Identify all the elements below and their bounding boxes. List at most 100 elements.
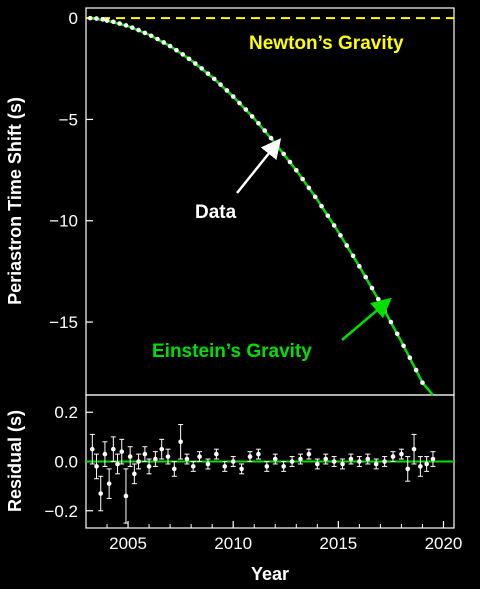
residual-point [390, 454, 396, 459]
residual-point [340, 461, 345, 467]
data-point [350, 253, 356, 259]
residual-point [357, 459, 362, 464]
data-point [357, 264, 362, 269]
data-point [293, 167, 299, 173]
residual-point [289, 459, 295, 464]
top-y-ticks: 0 −5 −10 −15 [49, 9, 93, 332]
data-point [230, 94, 236, 99]
residual-point [205, 461, 211, 467]
data-point [205, 71, 211, 76]
data-point [306, 185, 312, 191]
data-point [161, 40, 167, 45]
einstein-gravity-curve [90, 16, 434, 396]
data-point [375, 296, 381, 302]
data-point [262, 128, 268, 133]
y-tick-label: 0 [69, 9, 78, 28]
data-point [363, 274, 368, 280]
residual-point [331, 459, 337, 464]
data-point [420, 380, 425, 385]
data-point [111, 19, 116, 25]
data-point [199, 66, 204, 71]
data-point [319, 203, 324, 209]
data-point [344, 243, 350, 248]
residual-point [247, 454, 253, 459]
residual-point [94, 464, 99, 469]
y-tick-label: 0.0 [54, 453, 78, 472]
data-point [369, 285, 375, 291]
residual-point [306, 451, 312, 457]
data-point [100, 17, 106, 22]
data-point [281, 151, 286, 157]
data-point [331, 223, 337, 228]
y-tick-label: −0.2 [44, 502, 78, 521]
residual-point [418, 464, 423, 469]
data-point [382, 308, 387, 313]
top-y-axis-title: Periastron Time Shift (s) [5, 97, 25, 305]
residual-point [111, 446, 116, 452]
bottom-ticks: 0.2 0.0 −0.2 2005 2010 2015 2020 [44, 403, 462, 553]
x-tick-label: 2010 [214, 534, 252, 553]
data-point [287, 159, 293, 165]
residual-point [365, 456, 371, 462]
residual-point [256, 451, 261, 457]
residual-point [159, 446, 165, 452]
x-tick-label: 2005 [109, 534, 147, 553]
einstein-label: Einstein’s Gravity [152, 341, 312, 362]
residual-point [405, 466, 411, 472]
x-axis-title: Year [251, 564, 289, 584]
residual-point [119, 449, 125, 454]
data-point [142, 30, 148, 36]
residual-point [272, 456, 278, 462]
residual-point [165, 454, 171, 459]
residual-point [136, 459, 141, 464]
residual-point [298, 456, 303, 462]
data-point [148, 33, 154, 39]
y-tick-label: −5 [59, 110, 78, 129]
residual-point [348, 456, 354, 462]
y-tick-label: 0.2 [54, 403, 78, 422]
data-point [401, 343, 406, 349]
residual-point [239, 466, 244, 472]
newton-label: Newton’s Gravity [249, 33, 404, 54]
residual-point [399, 451, 404, 457]
data-point [174, 47, 179, 53]
residual-point [153, 456, 158, 462]
data-point [394, 331, 400, 337]
data-point [123, 23, 129, 28]
data-point [104, 18, 110, 23]
data-point [312, 194, 318, 200]
data-point [117, 21, 122, 26]
residual-point [197, 454, 202, 459]
residual-point [323, 456, 329, 462]
x-tick-label: 2020 [425, 534, 463, 553]
residual-point [264, 464, 270, 469]
data-point [94, 16, 99, 21]
residual-point [222, 464, 228, 469]
data-point [136, 27, 141, 33]
data-point [407, 355, 413, 361]
data-point [388, 319, 394, 325]
data-label: Data [195, 202, 237, 223]
data-point [211, 76, 217, 82]
x-tick-label: 2015 [319, 534, 357, 553]
data-point [237, 100, 242, 106]
data-point [193, 61, 198, 66]
data-point [325, 213, 331, 218]
residual-point [178, 439, 183, 445]
y-tick-label: −15 [49, 313, 78, 332]
data-point [186, 56, 192, 62]
residual-point [230, 459, 236, 464]
data-point [155, 36, 160, 42]
data-point [268, 135, 274, 141]
residual-point [214, 451, 219, 457]
residual-point [98, 491, 104, 496]
residual-point [315, 461, 320, 467]
data-point [129, 25, 135, 30]
residual-point [373, 461, 379, 467]
residual-point [123, 493, 129, 499]
residual-point [115, 461, 120, 467]
residual-point [430, 456, 436, 462]
residual-point [146, 464, 152, 469]
data-arrow [236, 138, 282, 194]
